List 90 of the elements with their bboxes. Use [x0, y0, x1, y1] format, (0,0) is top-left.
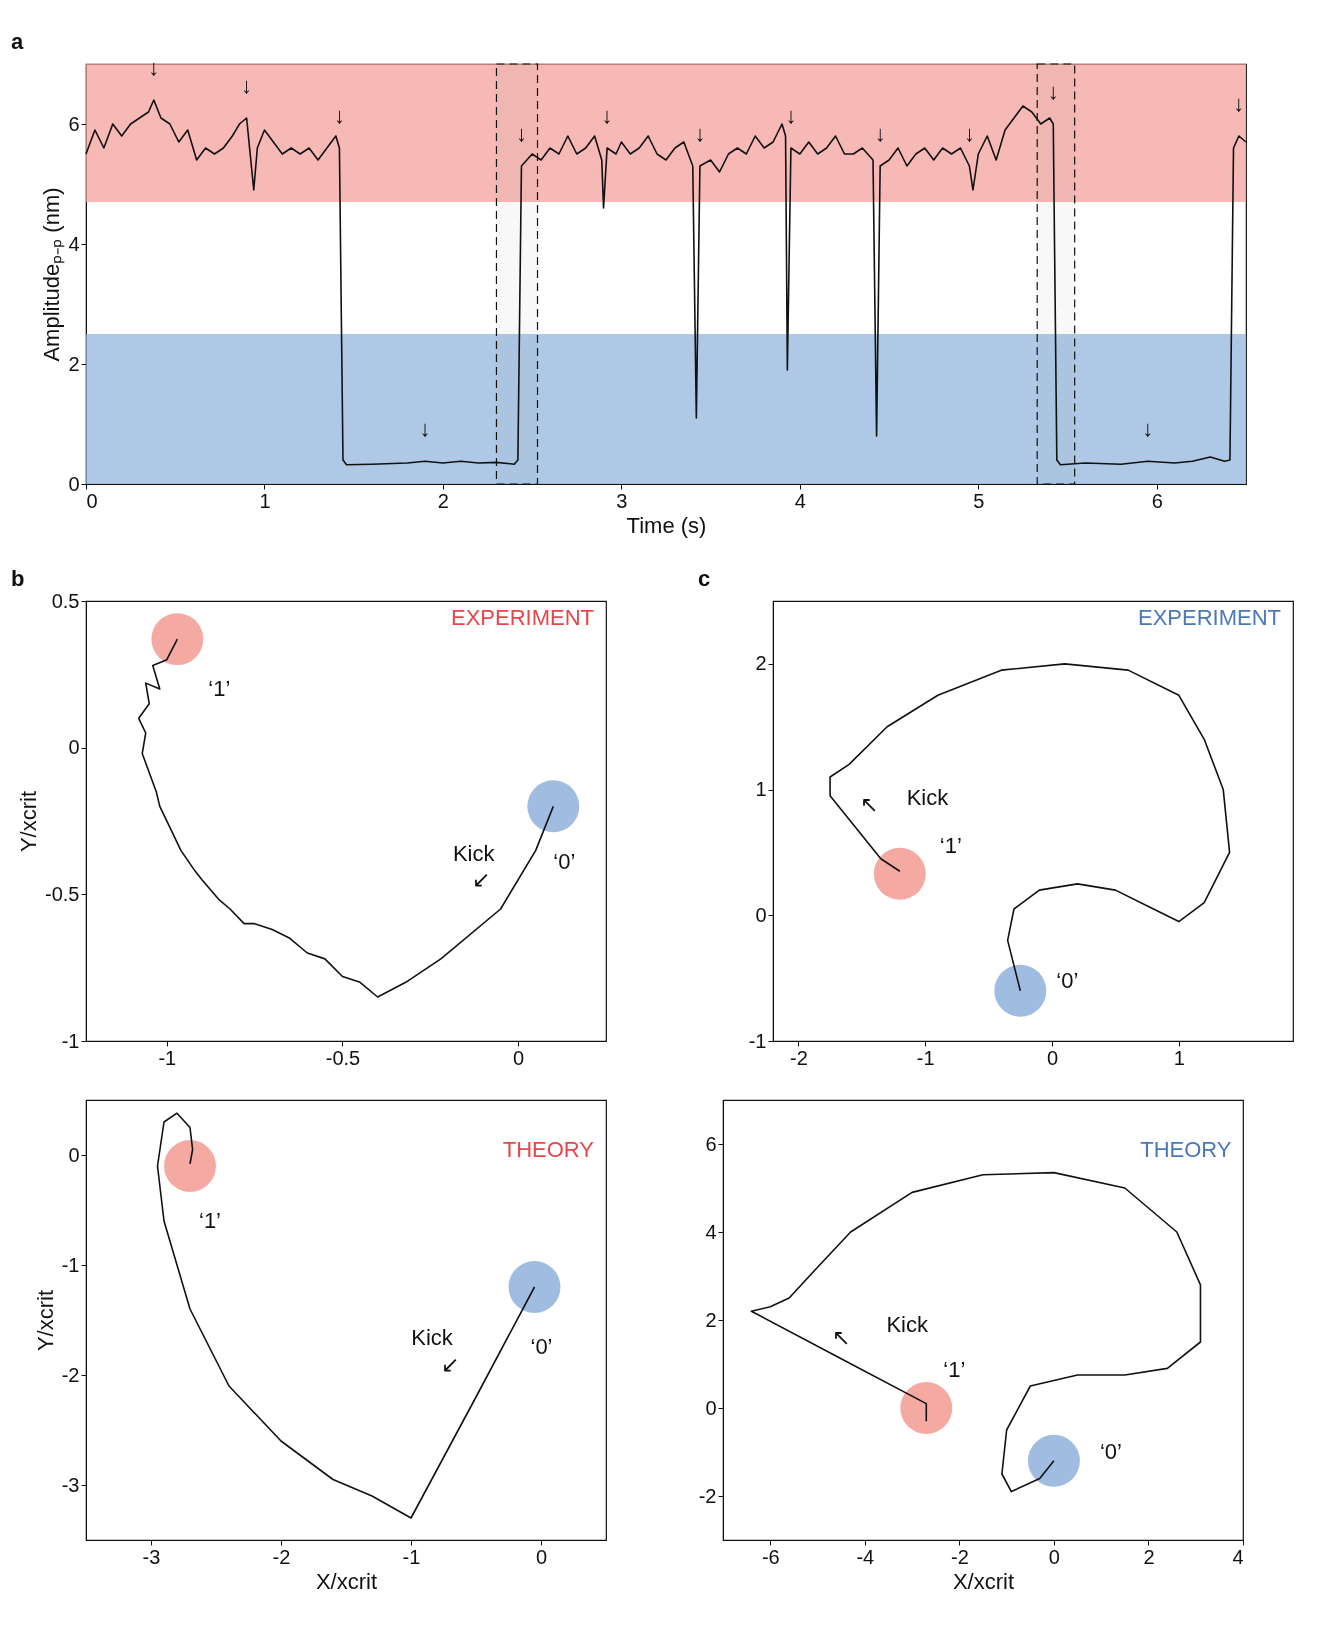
y-tick-label: 0 [68, 1143, 80, 1166]
text: THEORY [1140, 1137, 1232, 1162]
x-tick-label: 5 [973, 489, 985, 512]
x-tick-label: 6 [1151, 489, 1163, 512]
y-tick-label: 4 [705, 1220, 717, 1243]
y-tick-label: -3 [61, 1473, 80, 1496]
x-tick-label: 3 [616, 489, 628, 512]
annotation: ↓ [515, 121, 527, 146]
x-tick-label: -4 [856, 1545, 875, 1568]
y-axis-title: Amplitudeₚ₋ₚ (nm) [39, 187, 66, 362]
y-tick-label: -1 [61, 1253, 80, 1276]
annotation: ‘1’ [208, 676, 231, 702]
line-series [829, 663, 1231, 992]
x-tick-label: 4 [794, 489, 806, 512]
x-tick-label: -6 [761, 1545, 780, 1568]
x-axis-title: X/xcrit [952, 1568, 1015, 1594]
y-tick-label: 0 [755, 903, 767, 926]
annotation: ‘0’ [1056, 967, 1079, 993]
annotation: ‘0’ [1099, 1438, 1122, 1464]
x-tick-label: -1 [916, 1046, 935, 1069]
y-tick-label: 0 [68, 736, 80, 759]
annotation: ↖ [860, 792, 879, 818]
annotation: Kick [886, 1311, 929, 1337]
y-tick-label: 1 [755, 778, 767, 801]
x-tick-label: -3 [142, 1545, 161, 1568]
x-tick-label: 0 [513, 1046, 525, 1069]
annotation: ↓ [785, 103, 797, 128]
annotation: ↓ [148, 55, 160, 80]
chart-title: EXPERIMENT [1137, 605, 1281, 630]
x-tick-label: 0 [1046, 1046, 1059, 1069]
y-tick-label: 0.5 [51, 589, 80, 612]
y-tick-label: -1 [61, 1029, 80, 1052]
y-tick-label: -2 [698, 1484, 717, 1507]
x-tick-label: 0 [1048, 1545, 1060, 1568]
line-series [750, 1171, 1202, 1493]
y-tick-label: 6 [68, 112, 80, 135]
y-tick-label: -0.5 [45, 882, 80, 905]
x-tick-label: 4 [1232, 1545, 1244, 1568]
x-axis-title: X/xcrit [315, 1568, 378, 1594]
x-tick-label: -2 [789, 1046, 808, 1069]
annotation: ↓ [1047, 79, 1059, 104]
x-tick-label: 0 [535, 1545, 548, 1568]
annotation: ‘0’ [553, 849, 576, 875]
text: a [11, 29, 24, 54]
annotation: ↓ [694, 121, 706, 146]
annotation: ↓ [419, 416, 431, 442]
annotation: ↓ [874, 121, 886, 146]
annotation: ↖ [832, 1324, 851, 1350]
x-tick-label: 2 [437, 489, 449, 512]
y-tick-label: 0 [705, 1396, 717, 1419]
annotation: ↓ [601, 103, 613, 128]
chart-title: EXPERIMENT [450, 605, 594, 630]
x-tick-label: 1 [259, 489, 271, 512]
y-tick-label: -2 [61, 1363, 80, 1386]
x-tick-label: -0.5 [325, 1046, 361, 1069]
annotation: Kick [906, 785, 950, 811]
x-tick-label: -1 [158, 1046, 177, 1069]
y-tick-label: -1 [748, 1029, 767, 1052]
y-tick-label: 2 [68, 352, 80, 375]
annotation: Kick [411, 1325, 454, 1350]
x-axis-title: Time (s) [626, 512, 707, 538]
annotation: ↓ [241, 73, 253, 98]
annotation: ‘1’ [939, 832, 962, 858]
annotation: ↓ [1142, 416, 1154, 442]
line-series [137, 638, 555, 998]
annotation: ↙ [441, 1352, 459, 1377]
x-tick-label: -2 [950, 1545, 969, 1568]
annotation: ‘1’ [198, 1208, 222, 1233]
x-tick-label: 0 [86, 489, 98, 512]
text: c [698, 566, 711, 591]
annotation: ↓ [1233, 91, 1245, 116]
annotation: Kick [452, 841, 496, 867]
x-tick-label: -1 [402, 1545, 421, 1568]
y-tick-label: 6 [705, 1132, 717, 1155]
y-tick-label: 0 [68, 472, 80, 495]
y-tick-label: 2 [705, 1308, 717, 1331]
annotation: ‘0’ [530, 1334, 553, 1359]
annotation: ‘1’ [943, 1357, 966, 1382]
x-tick-label: 1 [1173, 1046, 1185, 1069]
annotation: ↓ [333, 103, 345, 128]
x-tick-label: -2 [272, 1545, 291, 1568]
annotation: ↓ [963, 121, 975, 146]
annotation: ↙ [471, 867, 490, 893]
y-tick-label: 2 [755, 652, 767, 675]
text: b [11, 566, 25, 591]
x-tick-label: 2 [1143, 1545, 1155, 1568]
text: THEORY [502, 1137, 595, 1162]
y-tick-label: 4 [68, 232, 80, 255]
y-axis-title: Y/xcrit [32, 1289, 58, 1352]
y-axis-title: Y/xcrit [16, 790, 42, 853]
